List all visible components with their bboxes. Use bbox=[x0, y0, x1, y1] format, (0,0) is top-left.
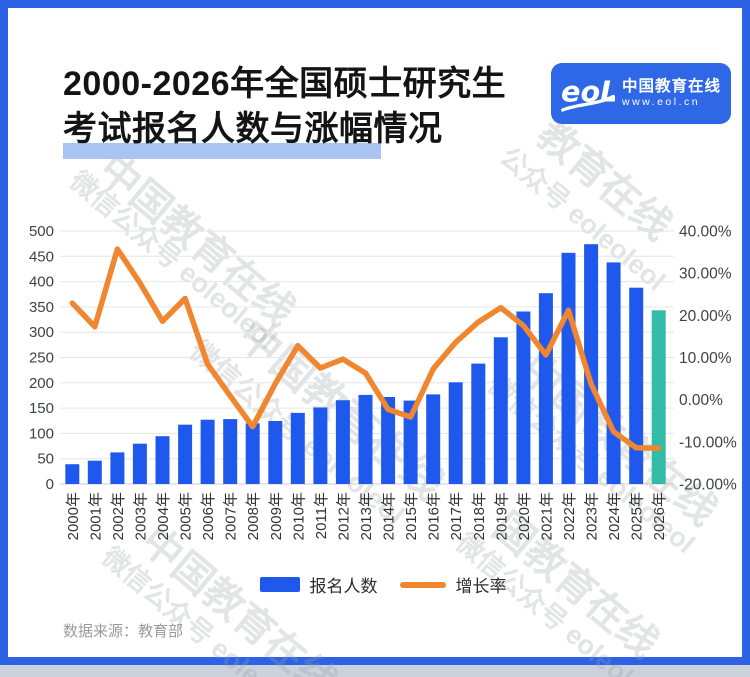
x-axis-label: 2024年 bbox=[606, 492, 623, 540]
bar bbox=[584, 244, 599, 484]
legend-line-label: 增长率 bbox=[455, 577, 507, 596]
x-axis-label: 2001年 bbox=[87, 492, 104, 540]
x-axis-label: 2022年 bbox=[561, 492, 578, 540]
right-axis-tick: 40.00% bbox=[679, 224, 732, 241]
title-highlight-bar bbox=[63, 143, 381, 159]
x-axis-label: 2013年 bbox=[358, 492, 375, 540]
left-axis-tick: 50 bbox=[37, 451, 54, 468]
page-title: 2000-2026年全国硕士研究生 考试报名人数与涨幅情况 bbox=[63, 62, 507, 159]
bar bbox=[561, 252, 576, 484]
left-axis-tick: 350 bbox=[29, 299, 54, 316]
left-axis-tick: 200 bbox=[29, 375, 54, 392]
bar bbox=[268, 421, 283, 484]
bar bbox=[629, 287, 644, 484]
eol-logo-text: 中国教育在线 www.eol.cn bbox=[622, 78, 721, 109]
chart-svg: 0 50 100 150 200 250 300 350 400 450 500 40.00% 30.0… bbox=[29, 223, 737, 540]
right-axis-tick: 20.00% bbox=[679, 308, 732, 325]
bar bbox=[403, 400, 418, 484]
x-axis-label: 2009年 bbox=[268, 492, 285, 540]
x-axis-label: 2000年 bbox=[65, 492, 82, 540]
x-axis-label: 2006年 bbox=[200, 492, 217, 540]
left-axis-tick: 250 bbox=[29, 350, 54, 367]
x-axis-label: 2005年 bbox=[178, 492, 195, 540]
right-axis-tick: -20.00% bbox=[679, 477, 737, 494]
bar bbox=[651, 310, 666, 484]
x-axis-label: 2017年 bbox=[448, 492, 465, 540]
bar bbox=[335, 400, 350, 484]
bar bbox=[448, 382, 463, 484]
x-axis-label: 2023年 bbox=[584, 492, 601, 540]
bar bbox=[178, 424, 193, 484]
bar bbox=[538, 293, 553, 484]
bar bbox=[290, 412, 305, 484]
x-axis-label: 2019年 bbox=[493, 492, 510, 540]
left-axis-tick: 0 bbox=[46, 476, 54, 493]
bar bbox=[426, 394, 441, 484]
eol-logo: eoL 中国教育在线 www.eol.cn bbox=[551, 63, 731, 124]
eol-url: www.eol.cn bbox=[621, 96, 701, 109]
legend-bar-swatch bbox=[259, 577, 300, 592]
legend-line-swatch bbox=[399, 581, 446, 588]
bar bbox=[155, 436, 170, 484]
x-axis-label: 2020年 bbox=[516, 492, 533, 540]
x-axis-label: 2010年 bbox=[290, 492, 307, 540]
bar bbox=[313, 407, 328, 484]
bar bbox=[471, 363, 486, 484]
bar bbox=[87, 460, 102, 484]
right-axis-tick: 30.00% bbox=[679, 266, 732, 283]
x-axis-label: 2015年 bbox=[403, 492, 420, 540]
bar bbox=[606, 262, 621, 484]
data-source-note: 数据来源：教育部 bbox=[63, 623, 184, 640]
left-axis-tick: 300 bbox=[29, 324, 54, 341]
x-axis-label: 2018年 bbox=[471, 492, 488, 540]
x-axis-label: 2016年 bbox=[426, 492, 443, 540]
x-axis-label: 2007年 bbox=[223, 492, 240, 540]
x-axis-label: 2012年 bbox=[335, 492, 352, 540]
x-axis-label: 2026年 bbox=[651, 492, 668, 540]
bar bbox=[358, 394, 373, 484]
bar bbox=[200, 419, 215, 484]
x-axis-label: 2002年 bbox=[110, 492, 127, 540]
title-line-2: 考试报名人数与涨幅情况 bbox=[63, 110, 443, 148]
x-axis-label: 2021年 bbox=[538, 492, 555, 540]
bar bbox=[516, 311, 531, 484]
left-axis-tick: 100 bbox=[29, 425, 54, 442]
bar bbox=[493, 337, 508, 484]
bar bbox=[245, 423, 260, 484]
right-axis-tick: 0.00% bbox=[679, 392, 723, 409]
eol-logo-icon: eoL bbox=[560, 74, 615, 112]
growth-rate-line bbox=[69, 246, 662, 451]
x-axis-label: 2014年 bbox=[381, 492, 398, 540]
title-line-1: 2000-2026年全国硕士研究生 bbox=[63, 65, 507, 103]
x-axis-label: 2003年 bbox=[132, 492, 149, 540]
left-axis-tick: 150 bbox=[29, 400, 54, 417]
x-axis-label: 2004年 bbox=[155, 492, 172, 540]
right-axis-tick: 10.00% bbox=[679, 350, 732, 367]
bar bbox=[65, 464, 80, 484]
x-axis-label: 2025年 bbox=[629, 492, 646, 540]
right-axis-tick: -10.00% bbox=[679, 434, 737, 451]
legend-bar-label: 报名人数 bbox=[309, 577, 378, 596]
chart-legend: 报名人数 增长率 bbox=[8, 572, 750, 597]
bar bbox=[110, 452, 125, 484]
left-axis-tick: 500 bbox=[29, 223, 54, 240]
x-axis-label: 2011年 bbox=[313, 492, 330, 539]
bar bbox=[223, 419, 238, 484]
bar bbox=[132, 443, 147, 484]
bar bbox=[381, 397, 396, 484]
left-axis-tick: 450 bbox=[29, 248, 54, 265]
left-axis-tick: 400 bbox=[29, 274, 54, 291]
eol-brand-name: 中国教育在线 bbox=[621, 78, 721, 96]
x-axis-label: 2008年 bbox=[245, 492, 262, 540]
